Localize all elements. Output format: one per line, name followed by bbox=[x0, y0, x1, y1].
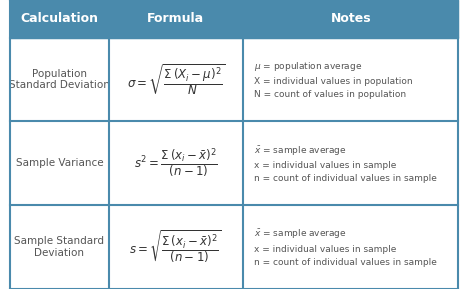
Bar bbox=[10, 38, 458, 121]
Bar bbox=[10, 121, 458, 205]
Text: $s^2 = \dfrac{\Sigma\,(x_i - \bar{x})^2}{(n-1)}$: $s^2 = \dfrac{\Sigma\,(x_i - \bar{x})^2}… bbox=[134, 147, 218, 180]
Text: Sample Variance: Sample Variance bbox=[16, 158, 103, 168]
Text: $\sigma = \sqrt{\dfrac{\Sigma\,(X_i - \mu)^2}{N}}$: $\sigma = \sqrt{\dfrac{\Sigma\,(X_i - \m… bbox=[127, 62, 225, 97]
Text: Notes: Notes bbox=[330, 12, 371, 25]
Text: $\bar{x}$ = sample average
x = individual values in sample
n = count of individu: $\bar{x}$ = sample average x = individua… bbox=[255, 227, 437, 267]
Text: $s = \sqrt{\dfrac{\Sigma\,(x_i - \bar{x})^2}{(n-1)}}$: $s = \sqrt{\dfrac{\Sigma\,(x_i - \bar{x}… bbox=[129, 229, 222, 266]
Text: Calculation: Calculation bbox=[20, 12, 98, 25]
Text: Sample Standard
Deviation: Sample Standard Deviation bbox=[14, 236, 104, 258]
Text: Formula: Formula bbox=[147, 12, 204, 25]
Text: $\mu$ = population average
X = individual values in population
N = count of valu: $\mu$ = population average X = individua… bbox=[255, 60, 413, 99]
Bar bbox=[10, 0, 458, 38]
Bar bbox=[10, 205, 458, 289]
Text: Population
Standard Deviation: Population Standard Deviation bbox=[9, 69, 110, 90]
Text: $\bar{x}$ = sample average
x = individual values in sample
n = count of individu: $\bar{x}$ = sample average x = individua… bbox=[255, 144, 437, 183]
